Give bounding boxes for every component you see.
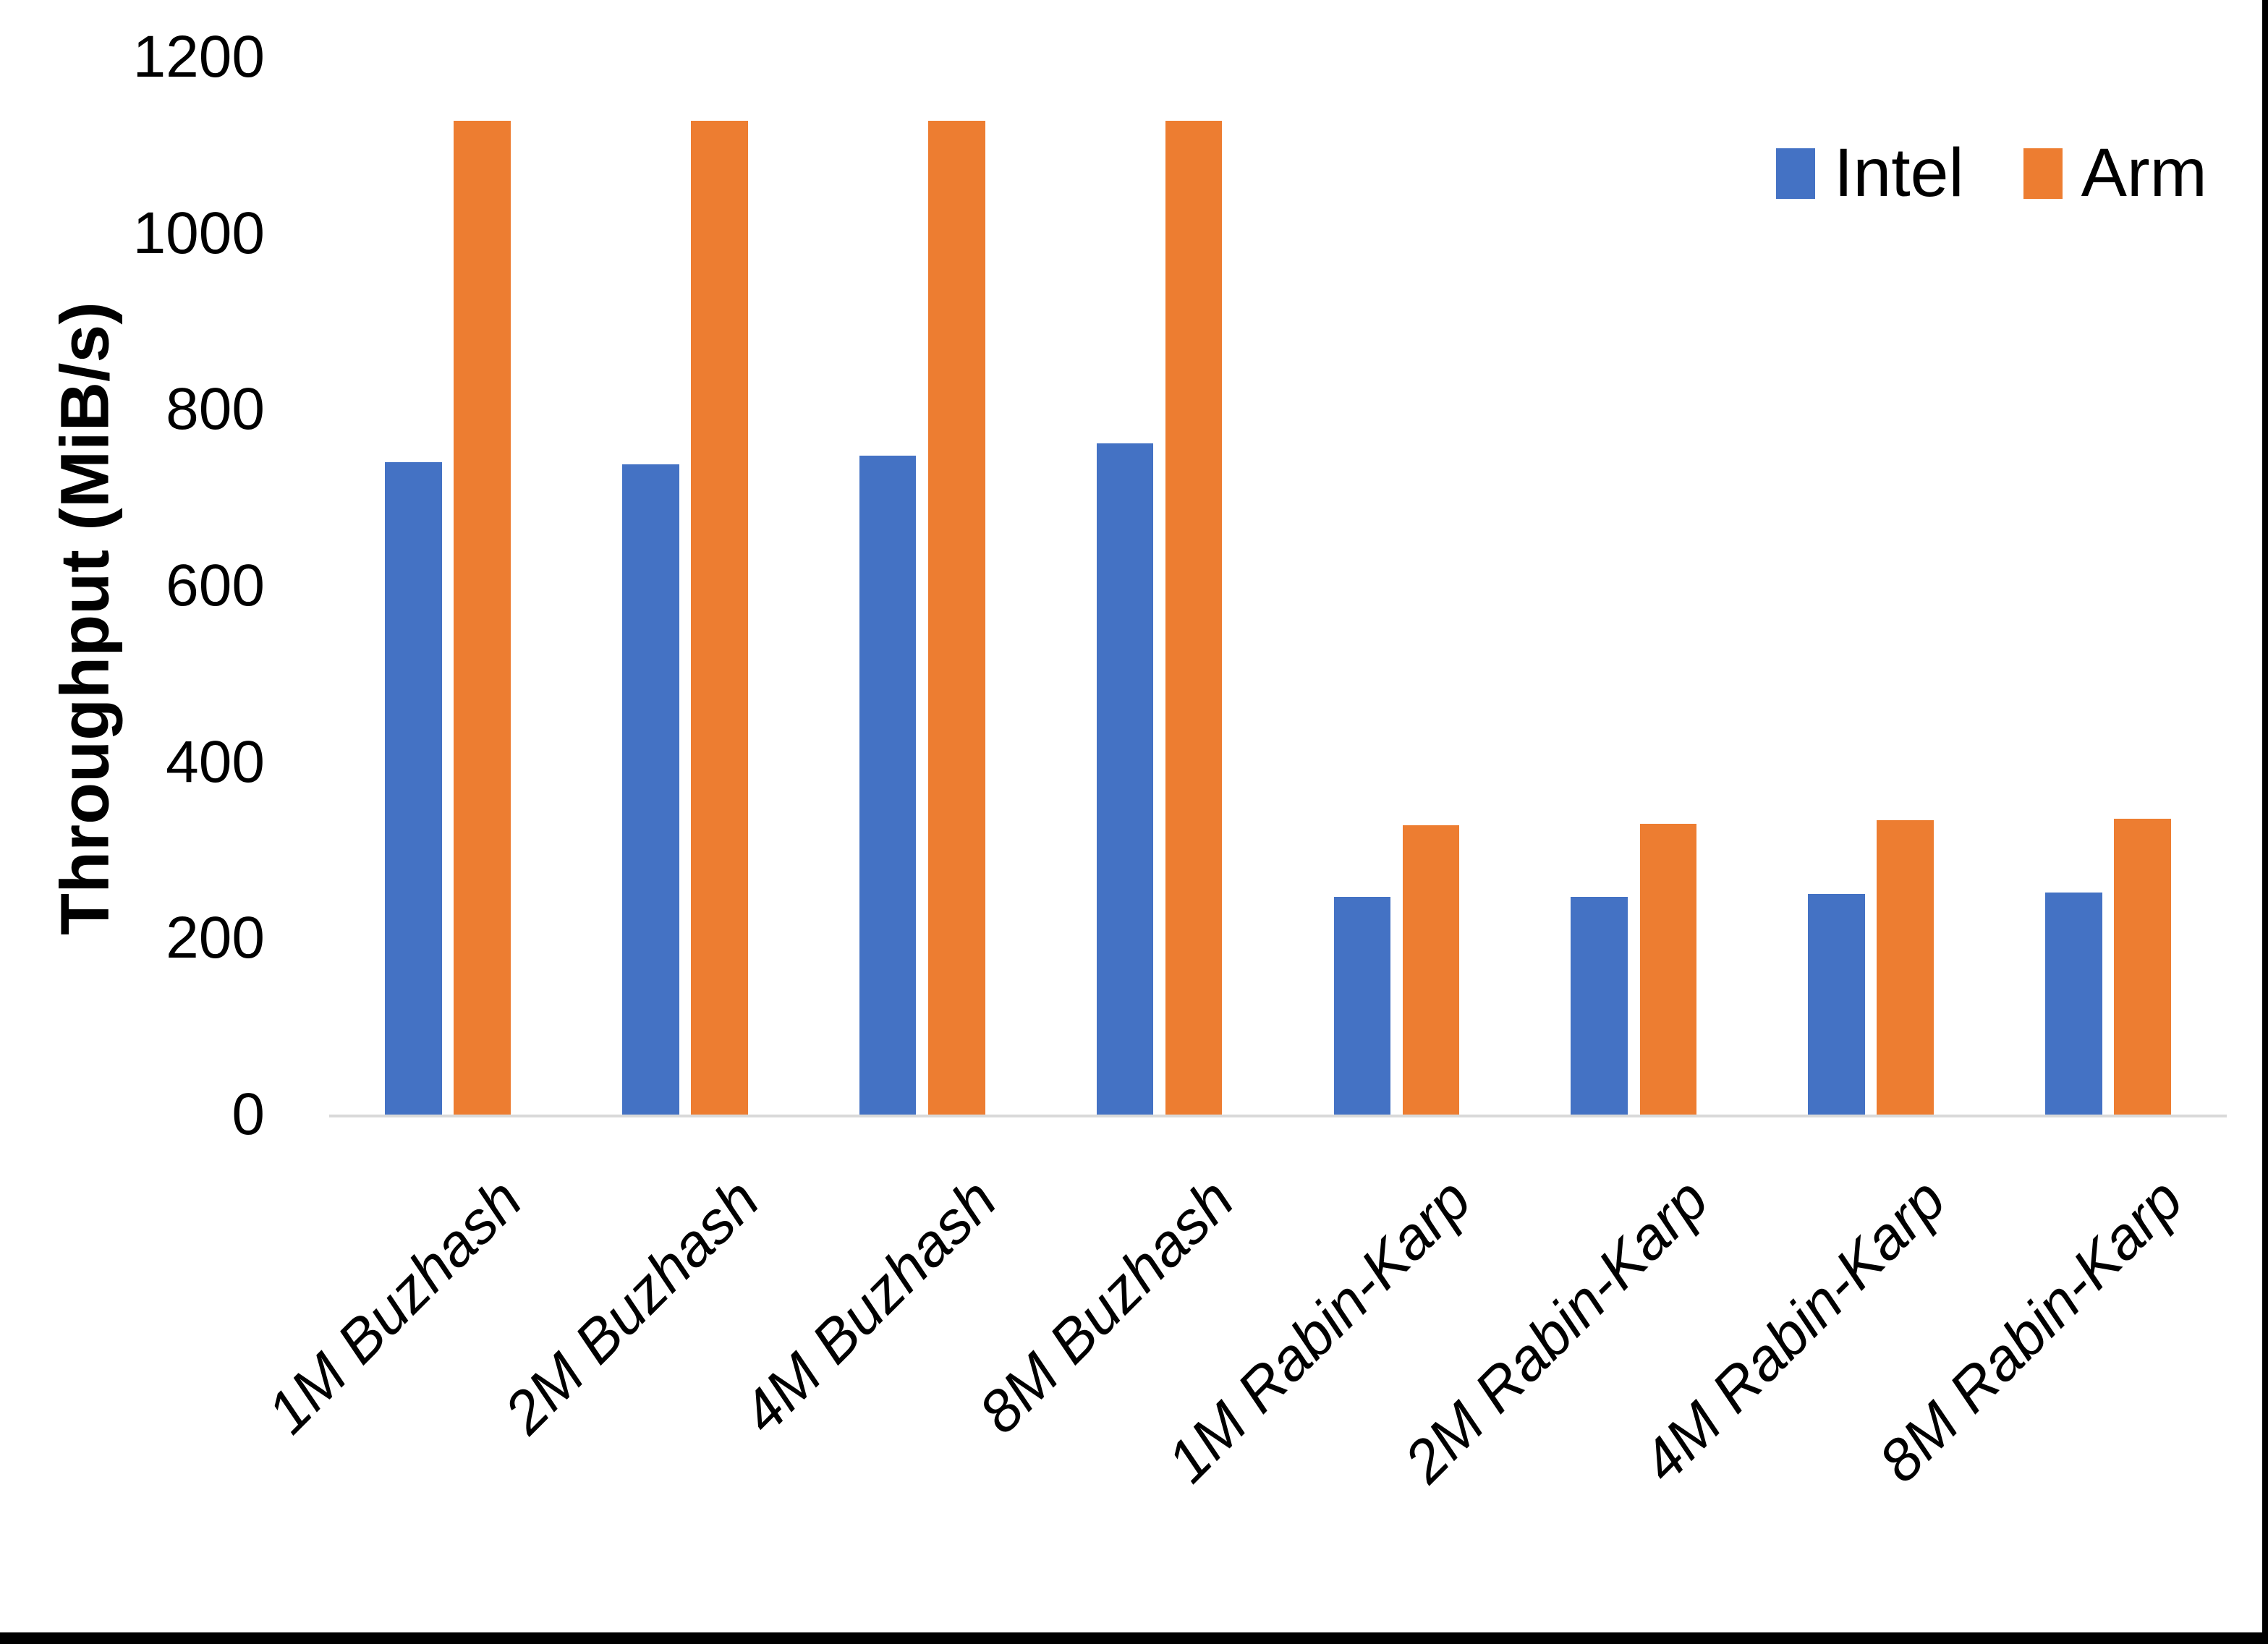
legend-swatch-intel bbox=[1776, 148, 1815, 199]
legend-label: Intel bbox=[1834, 135, 1964, 211]
bar-intel-2m-buzhash bbox=[621, 464, 679, 1115]
bar-arm-4m-rabin-karp bbox=[1877, 820, 1934, 1115]
y-tick-label: 1000 bbox=[132, 200, 265, 266]
y-tick-label: 200 bbox=[166, 905, 265, 971]
bar-arm-2m-rabin-karp bbox=[1639, 823, 1697, 1115]
screenshot-bottom-border bbox=[0, 1632, 2268, 1644]
y-axis-title: Throughput (MiB/s) bbox=[46, 302, 124, 935]
x-category-label: 4M Buzhash bbox=[729, 1166, 1009, 1447]
bar-intel-8m-rabin-karp bbox=[2045, 892, 2102, 1115]
bar-intel-4m-rabin-karp bbox=[1808, 894, 1865, 1115]
legend-swatch-arm bbox=[2023, 148, 2063, 199]
bar-intel-2m-rabin-karp bbox=[1571, 897, 1628, 1115]
y-tick-label: 800 bbox=[166, 376, 265, 443]
legend-item-arm: Arm bbox=[2023, 134, 2207, 213]
x-category-label: 2M Buzhash bbox=[492, 1166, 772, 1447]
y-tick-label: 0 bbox=[232, 1081, 265, 1147]
bar-arm-4m-buzhash bbox=[927, 120, 985, 1115]
screenshot-right-border bbox=[2262, 0, 2268, 1644]
plot-area bbox=[329, 57, 2227, 1117]
bar-arm-2m-buzhash bbox=[691, 120, 748, 1115]
bar-intel-1m-rabin-karp bbox=[1333, 897, 1391, 1115]
legend: Intel Arm bbox=[1776, 134, 2207, 213]
x-category-label: 1M Buzhash bbox=[255, 1166, 535, 1447]
bar-intel-8m-buzhash bbox=[1096, 443, 1154, 1115]
bar-arm-1m-rabin-karp bbox=[1402, 825, 1460, 1115]
y-tick-label: 1200 bbox=[132, 24, 265, 90]
bar-intel-4m-buzhash bbox=[859, 455, 917, 1115]
bar-intel-1m-buzhash bbox=[385, 462, 442, 1115]
y-tick-label: 400 bbox=[166, 728, 265, 795]
bar-arm-1m-buzhash bbox=[454, 120, 511, 1115]
bar-arm-8m-rabin-karp bbox=[2114, 818, 2171, 1115]
legend-label: Arm bbox=[2081, 135, 2207, 211]
legend-item-intel: Intel bbox=[1776, 134, 1964, 213]
bar-arm-8m-buzhash bbox=[1165, 120, 1223, 1115]
y-tick-label: 600 bbox=[166, 553, 265, 618]
